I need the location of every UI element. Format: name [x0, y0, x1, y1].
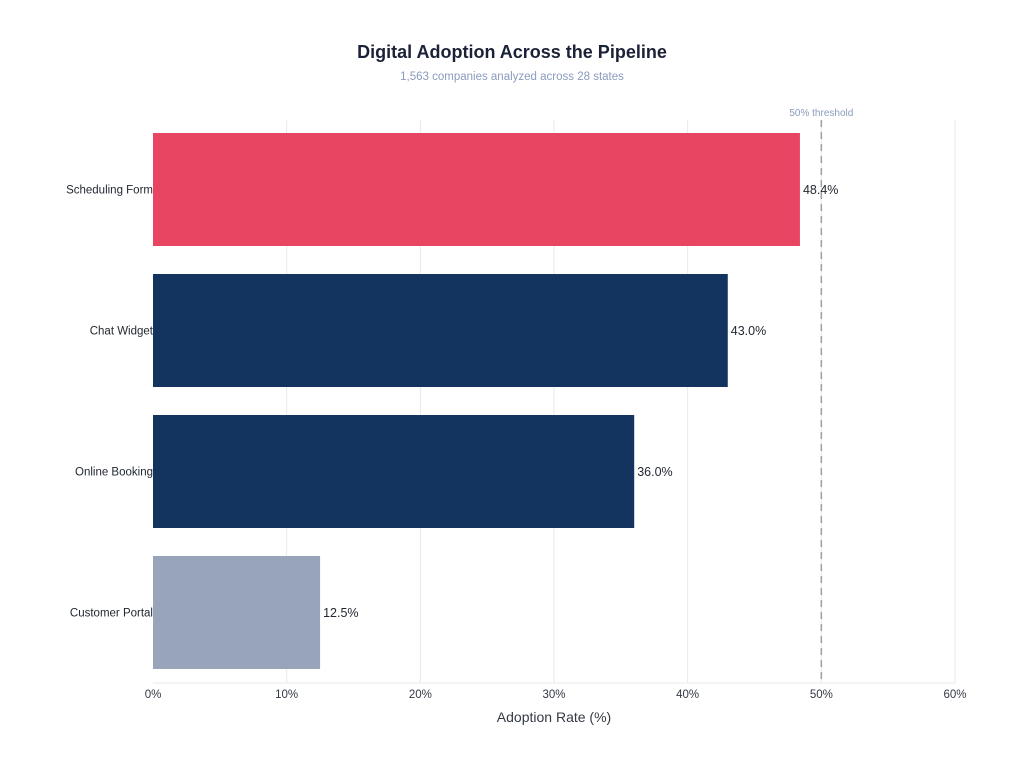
value-label-2: 36.0%: [637, 465, 672, 479]
x-tick-label-2: 20%: [409, 689, 432, 701]
chart-title: Digital Adoption Across the Pipeline: [357, 42, 667, 62]
x-axis: 0% 10% 20% 30% 40% 50% 60%: [145, 682, 967, 701]
value-label-0: 48.4%: [803, 183, 838, 197]
category-label-3: Customer Portal: [70, 608, 153, 620]
category-label-2: Online Booking: [75, 467, 153, 479]
bars: [153, 133, 800, 669]
value-label-1: 43.0%: [731, 324, 766, 338]
reference-line-label: 50% threshold: [789, 108, 853, 119]
x-tick-label-4: 40%: [676, 689, 699, 701]
bar-2: [153, 415, 635, 528]
bar-0: [153, 133, 800, 246]
chart-subtitle: 1,563 companies analyzed across 28 state…: [400, 71, 624, 83]
x-tick-label-5: 50%: [810, 689, 833, 701]
value-label-3: 12.5%: [323, 606, 358, 620]
category-label-1: Chat Widget: [90, 326, 154, 338]
bar-3: [153, 556, 321, 669]
x-axis-title: Adoption Rate (%): [497, 709, 611, 725]
bar-1: [153, 274, 728, 387]
x-tick-label-0: 0%: [145, 689, 162, 701]
reference-line-group: 50% threshold: [789, 108, 853, 683]
x-tick-label-6: 60%: [943, 689, 966, 701]
labels: Scheduling Form 48.4% Chat Widget 43.0% Onli…: [66, 183, 838, 620]
category-label-0: Scheduling Form: [66, 185, 153, 197]
x-tick-label-3: 30%: [542, 689, 565, 701]
x-tick-label-1: 10%: [275, 689, 298, 701]
